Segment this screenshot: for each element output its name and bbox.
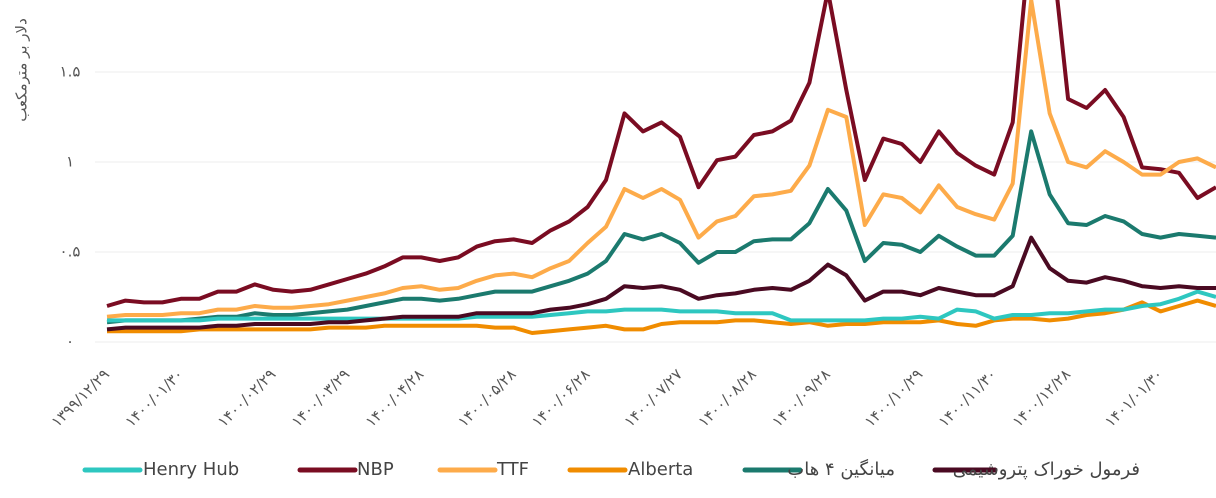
series-line	[106, 235, 1216, 332]
x-tick-label: ۱۴۰۰/۱۲/۲۸	[1009, 365, 1074, 430]
series-line	[107, 289, 1216, 323]
legend-label: TTF	[496, 459, 529, 480]
plot-area	[106, 0, 1216, 335]
series-line	[107, 298, 1216, 335]
y-tick-label: ۱.۵	[60, 63, 81, 81]
x-tick-label: ۱۴۰۰/۰۷/۲۷	[621, 365, 686, 430]
y-tick-label: ۰	[66, 333, 74, 351]
legend-label: Alberta	[628, 459, 693, 480]
x-tick-label: ۱۴۰۰/۰۱/۳۰	[121, 365, 186, 430]
x-tick-label: ۱۳۹۹/۱۲/۲۹	[48, 365, 113, 430]
x-tick-label: ۱۴۰۰/۰۳/۲۹	[288, 365, 353, 430]
grid	[95, 71, 1216, 343]
y-tick-label: ۰.۵	[60, 243, 81, 261]
x-tick-label: ۱۴۰۰/۱۱/۳۰	[935, 365, 1000, 430]
x-tick-label: ۱۴۰۰/۰۸/۲۸	[694, 365, 759, 430]
y-axis-label: دلار بر مترمکعب	[13, 18, 31, 122]
x-tick-label: ۱۴۰۱/۰۱/۳۰	[1101, 365, 1166, 430]
series-line	[106, 0, 1216, 319]
legend-label: میانگین ۴ هاب	[787, 458, 895, 480]
x-tick-label: ۱۴۰۰/۱۰/۲۹	[861, 365, 926, 430]
x-tick-label: ۱۴۰۰/۰۴/۲۸	[362, 365, 427, 430]
x-tick-label: ۱۴۰۰/۰۹/۲۸	[768, 365, 833, 430]
x-tick-label: ۱۴۰۰/۰۲/۲۹	[214, 365, 279, 430]
y-tick-label: ۱	[66, 153, 74, 171]
series-line	[106, 0, 1216, 308]
legend-label: Henry Hub	[143, 459, 239, 480]
legend-label: فرمول خوراک پتروشیمی	[953, 459, 1140, 480]
x-tick-label: ۱۴۰۰/۰۶/۲۸	[528, 365, 593, 430]
x-tick-label: ۱۴۰۰/۰۵/۲۸	[454, 365, 519, 430]
legend-label: NBP	[357, 459, 394, 480]
series-line	[106, 129, 1216, 325]
